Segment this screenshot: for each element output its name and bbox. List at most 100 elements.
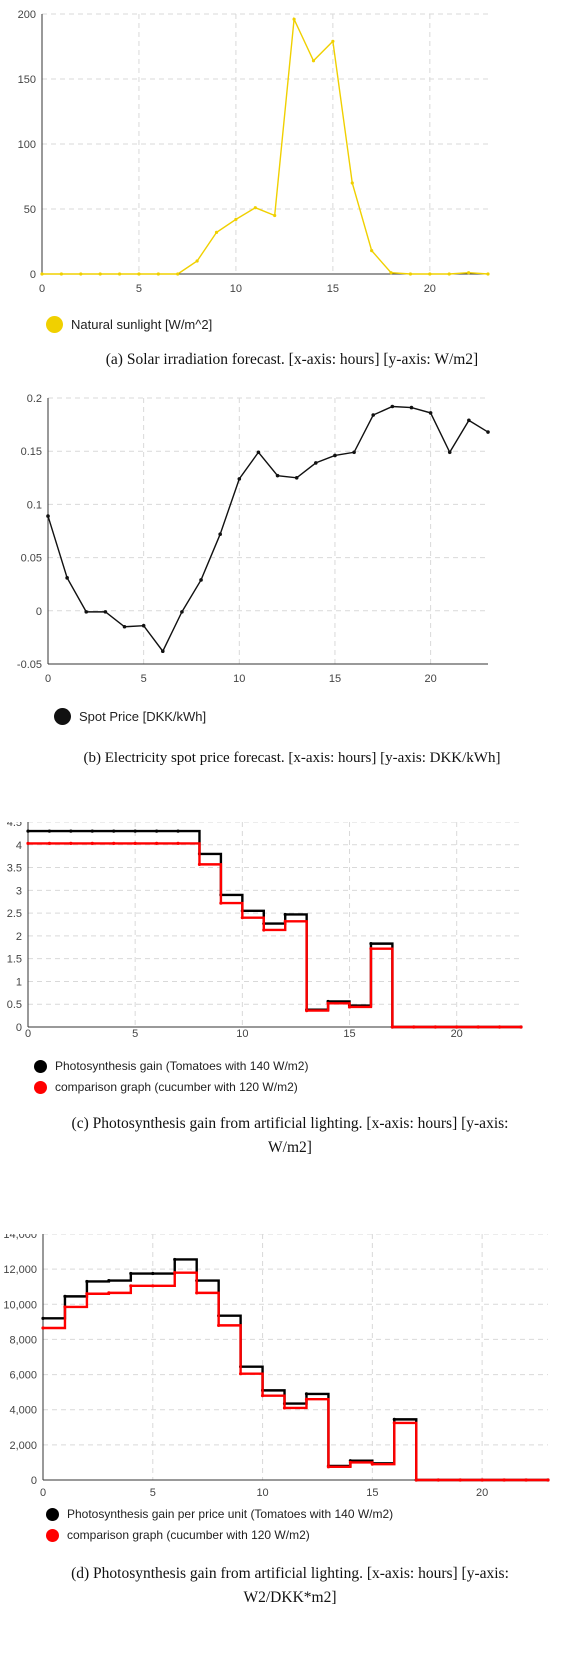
x-tick-label: 15: [366, 1487, 378, 1499]
data-point: [156, 272, 160, 276]
data-point: [283, 912, 287, 917]
data-point: [486, 430, 490, 434]
data-point: [218, 532, 222, 536]
data-point: [350, 181, 354, 185]
data-point: [283, 919, 287, 923]
legend-item[interactable]: Photosynthesis gain (Tomatoes with 140 W…: [34, 1058, 308, 1074]
y-tick-label: 2.5: [7, 908, 22, 920]
legend-item[interactable]: Photosynthesis gain per price unit (Toma…: [46, 1506, 393, 1522]
legend-item[interactable]: comparison graph (cucumber with 120 W/m2…: [34, 1079, 308, 1095]
x-tick-label: 0: [25, 1028, 31, 1038]
caption-d: (d) Photosynthesis gain from artificial …: [71, 1565, 509, 1606]
data-point: [486, 272, 490, 276]
data-point: [26, 829, 30, 833]
y-tick-label: 0: [16, 1022, 22, 1034]
data-point: [414, 1478, 418, 1482]
data-point: [412, 1025, 416, 1029]
data-point: [311, 59, 316, 63]
data-point: [47, 841, 52, 846]
legend-marker-icon: [46, 316, 63, 333]
data-point: [84, 610, 89, 614]
data-point: [41, 1316, 45, 1320]
y-tick-label: 0.05: [21, 553, 42, 565]
y-tick-label: 0.1: [27, 499, 42, 511]
data-point: [176, 841, 180, 846]
data-point: [69, 829, 73, 833]
data-point: [331, 39, 335, 43]
chart-panel-c: 0 0.5 1 1.5 2 2.5 3 3.5 4 4.5 0 5 10 15 20 Photosynthe…: [0, 822, 584, 1234]
legend-label: comparison graph (cucumber with 120 W/m2…: [55, 1080, 298, 1094]
legend-item[interactable]: Natural sunlight [W/m^2]: [46, 316, 212, 333]
data-point: [447, 272, 451, 276]
x-tick-label: 20: [424, 673, 436, 685]
y-tick-label: 1.5: [7, 954, 22, 966]
chart-panel-a: 0 50 100 150 200 0 5 10 15 20 Natural sunlight [W…: [0, 0, 584, 382]
y-tick-label: 2: [16, 931, 22, 943]
legend-label: comparison graph (cucumber with 120 W/m2…: [67, 1528, 310, 1542]
data-point: [90, 841, 94, 846]
legend-marker-icon: [46, 1528, 59, 1542]
x-tick-label: 20: [451, 1028, 463, 1038]
x-tick-label: 20: [424, 283, 436, 295]
data-point: [275, 473, 280, 478]
y-tick-label: 4.5: [7, 822, 22, 829]
data-point: [390, 404, 395, 409]
data-point: [502, 1478, 506, 1482]
data-point: [369, 947, 373, 951]
data-point: [240, 916, 244, 920]
data-point: [389, 271, 393, 275]
y-tick-label: 0.2: [27, 393, 42, 405]
legend-c: Photosynthesis gain (Tomatoes with 140 W…: [34, 1058, 308, 1100]
x-tick-label: 0: [39, 283, 45, 295]
legend-marker-icon: [34, 1059, 47, 1073]
x-tick-label: 0: [40, 1487, 46, 1499]
legend-b: Spot Price [DKK/kWh]: [54, 708, 206, 730]
data-point: [476, 1025, 480, 1029]
x-tick-label: 10: [256, 1487, 268, 1499]
y-tick-label: 14,000: [3, 1234, 37, 1241]
y-tick-label: 8,000: [9, 1334, 37, 1346]
legend-d: Photosynthesis gain per price unit (Toma…: [46, 1506, 393, 1548]
data-point: [141, 623, 146, 628]
x-tick-label: 20: [476, 1487, 488, 1499]
data-point: [370, 249, 374, 253]
data-point: [133, 829, 137, 833]
data-point: [390, 1025, 394, 1029]
data-point: [333, 453, 337, 458]
data-point: [219, 901, 223, 905]
y-tick-label: 0: [31, 1475, 37, 1487]
data-point: [304, 1397, 309, 1401]
data-point: [199, 578, 203, 582]
data-point: [326, 1465, 331, 1469]
data-point: [46, 514, 50, 518]
data-point: [151, 1284, 155, 1288]
data-point: [455, 1025, 459, 1029]
data-point: [217, 1323, 221, 1327]
data-point: [26, 841, 30, 846]
data-point: [107, 1291, 111, 1295]
y-tick-label: 100: [18, 139, 36, 151]
data-point: [458, 1478, 462, 1482]
series-line-1: [47, 405, 489, 653]
data-point: [160, 649, 165, 654]
data-point: [369, 942, 373, 946]
data-point: [214, 230, 219, 234]
data-point: [273, 213, 277, 218]
data-point: [371, 413, 376, 417]
data-point: [436, 1478, 440, 1482]
legend-label: Spot Price [DKK/kWh]: [79, 708, 207, 724]
data-point: [69, 841, 73, 846]
y-tick-label: 4,000: [9, 1405, 37, 1417]
legend-item[interactable]: Spot Price [DKK/kWh]: [54, 708, 206, 725]
x-tick-label: 5: [141, 673, 147, 685]
legend-item[interactable]: comparison graph (cucumber with 120 W/m2…: [46, 1527, 393, 1543]
data-point: [41, 1326, 45, 1330]
y-tick-label: 3.5: [7, 863, 22, 875]
data-point: [112, 829, 116, 833]
data-point: [314, 461, 318, 465]
y-tick-label: 2,000: [9, 1440, 37, 1452]
data-point: [40, 272, 44, 276]
legend-marker-icon: [34, 1080, 47, 1094]
data-point: [304, 1392, 309, 1396]
data-point: [59, 272, 63, 276]
